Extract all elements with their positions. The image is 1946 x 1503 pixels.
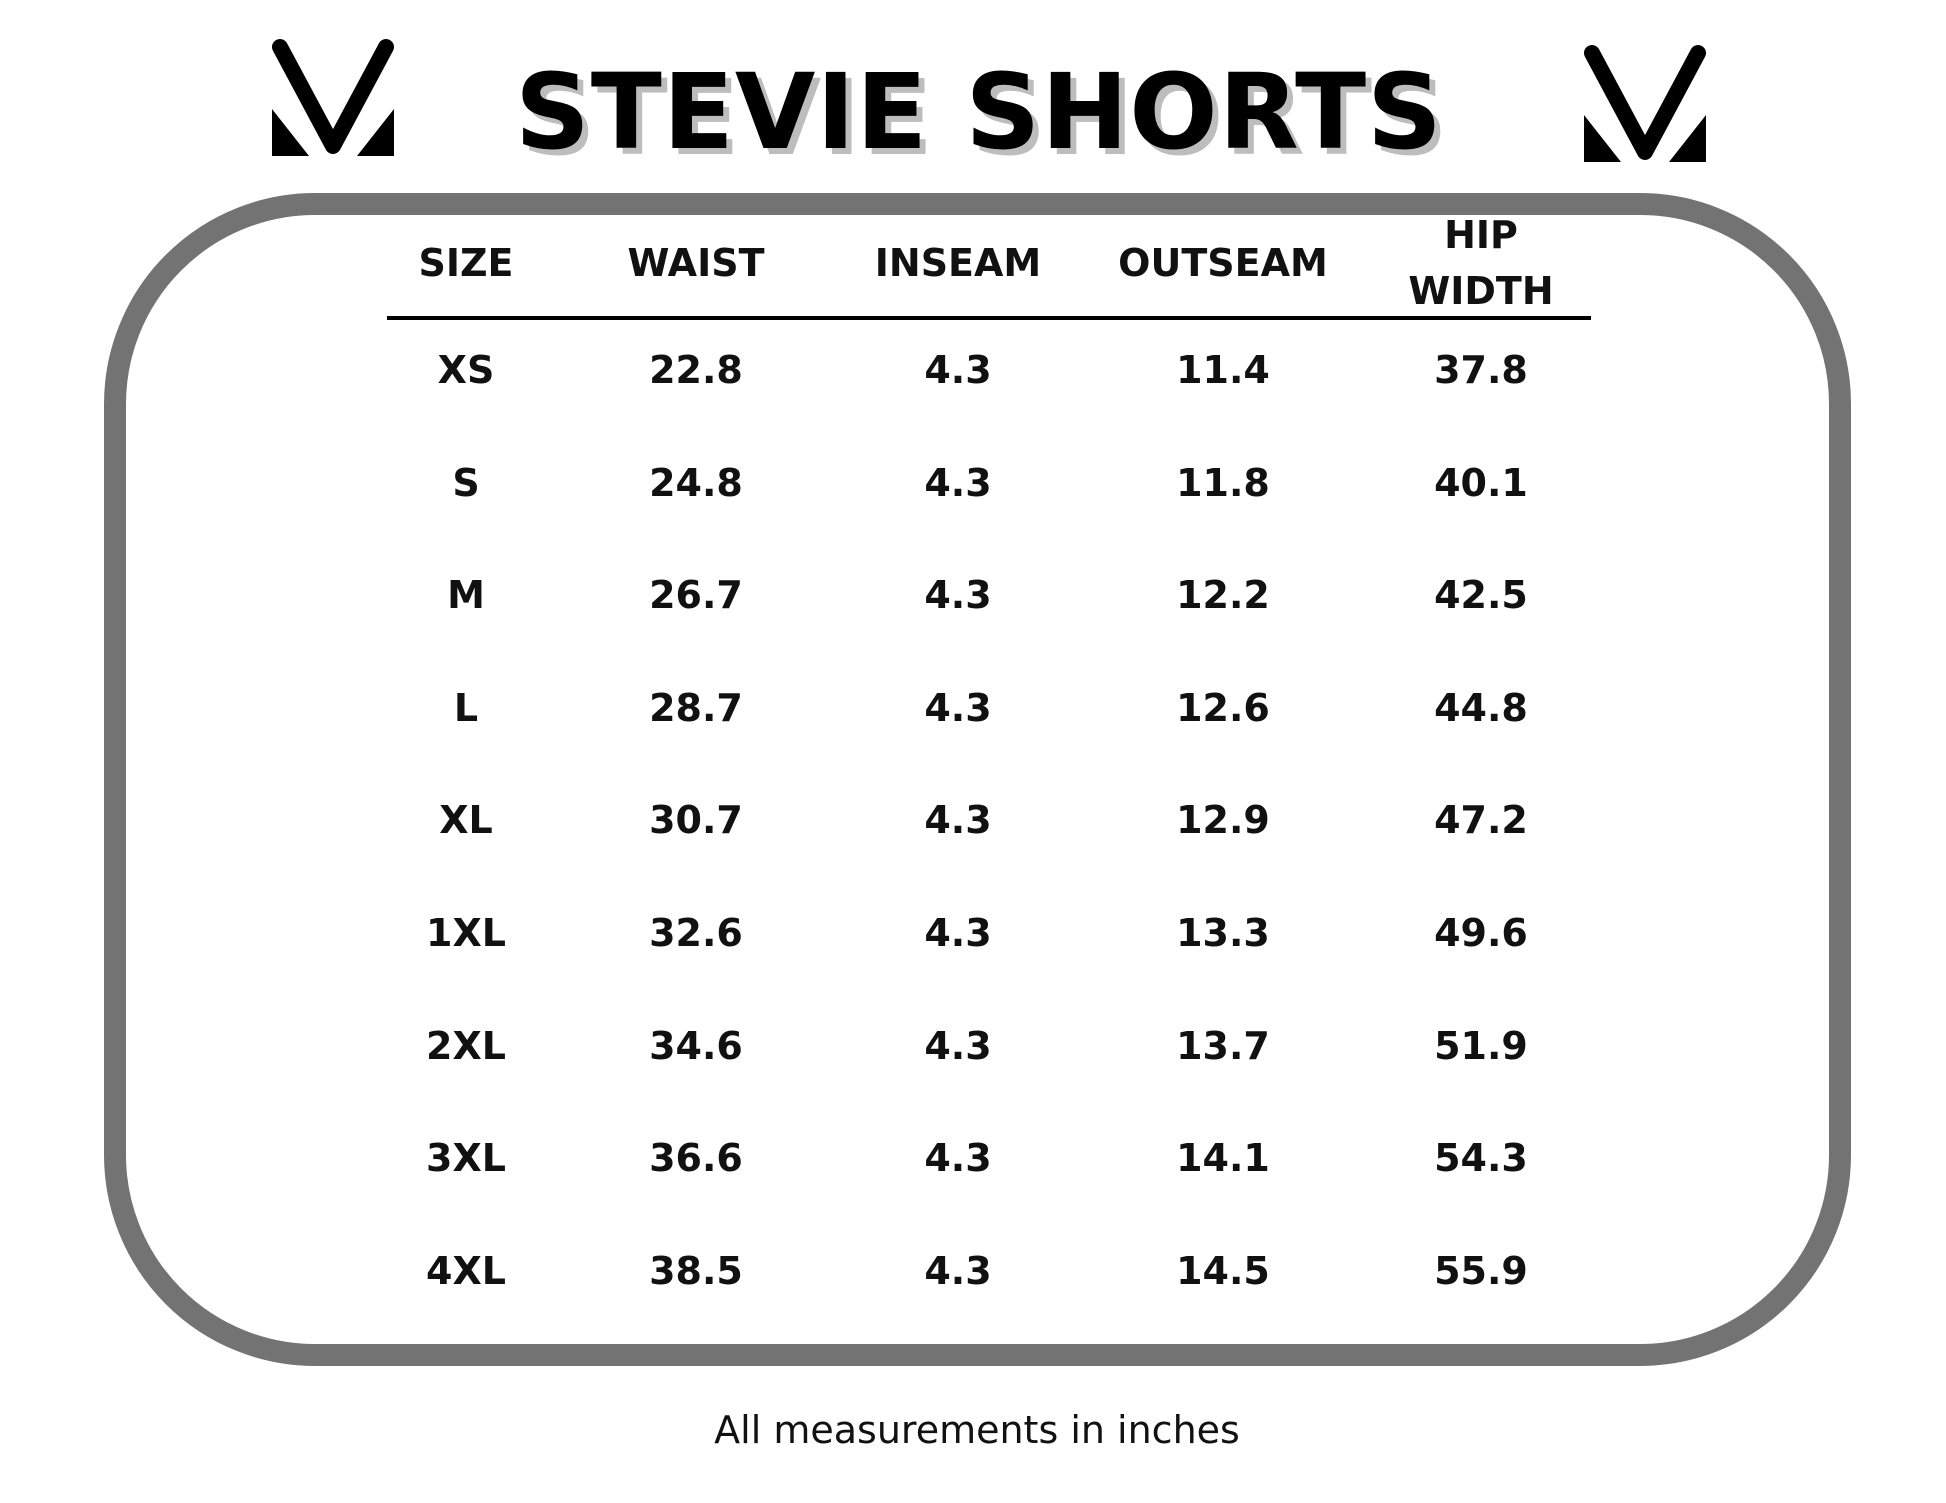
measure-cell: 24.8 [649,460,743,505]
footnote: All measurements in inches [714,1408,1240,1452]
measure-cell: 14.5 [1176,1248,1270,1293]
measure-cell: 22.8 [649,348,743,392]
size-cell: 4XL [426,1248,506,1293]
column-header: SIZE [418,241,514,285]
measure-cell: 4.3 [924,348,992,392]
measure-cell: 13.7 [1176,1023,1270,1068]
size-cell: 3XL [426,1136,506,1181]
measure-cell: 40.1 [1434,460,1528,505]
measure-cell: 4.3 [924,798,992,843]
column-header: WAIST [627,241,765,285]
measure-cell: 4.3 [924,1023,992,1068]
measure-cell: 36.6 [649,1136,743,1181]
measure-cell: 4.3 [924,1248,992,1293]
measure-cell: 51.9 [1434,1023,1528,1068]
measure-cell: 12.9 [1176,798,1270,843]
measure-cell: 28.7 [649,685,743,730]
measure-cell: 12.6 [1176,685,1270,730]
size-cell: L [453,685,479,730]
measure-cell: 26.7 [649,573,743,618]
measure-cell: 49.6 [1434,911,1528,955]
size-cell: 2XL [426,1023,506,1068]
measure-cell: 38.5 [649,1248,743,1293]
logo-left [272,39,394,156]
measure-cell: 54.3 [1434,1136,1528,1181]
measure-cell: 11.4 [1176,348,1270,392]
measure-cell: 47.2 [1434,798,1528,843]
measure-cell: 12.2 [1176,573,1270,618]
table-frame [104,193,1851,1366]
size-cell: S [452,460,480,505]
measure-cell: 4.3 [924,1136,992,1181]
measure-cell: 11.8 [1176,460,1270,505]
measure-cell: 14.1 [1176,1136,1270,1181]
measure-cell: 32.6 [649,911,743,955]
column-header: INSEAM [874,241,1042,285]
measure-cell: 4.3 [924,685,992,730]
size-cell: XL [439,798,493,843]
title: STEVIE SHORTS [515,51,1443,173]
measure-cell: 13.3 [1176,911,1270,955]
measure-cell: 42.5 [1434,573,1528,618]
logo-right [1584,45,1706,162]
size-cell: 1XL [426,911,506,955]
measure-cell: 4.3 [924,460,992,505]
measure-cell: 4.3 [924,911,992,955]
column-header: HIP WIDTH [1408,213,1554,313]
column-header: OUTSEAM [1118,241,1328,285]
size-cell: XS [437,348,495,392]
measure-cell: 4.3 [924,573,992,618]
measure-cell: 55.9 [1434,1248,1528,1293]
size-cell: M [447,573,485,618]
measure-cell: 34.6 [649,1023,743,1068]
measure-cell: 44.8 [1434,685,1528,730]
measure-cell: 30.7 [649,798,743,843]
measure-cell: 37.8 [1434,348,1528,392]
